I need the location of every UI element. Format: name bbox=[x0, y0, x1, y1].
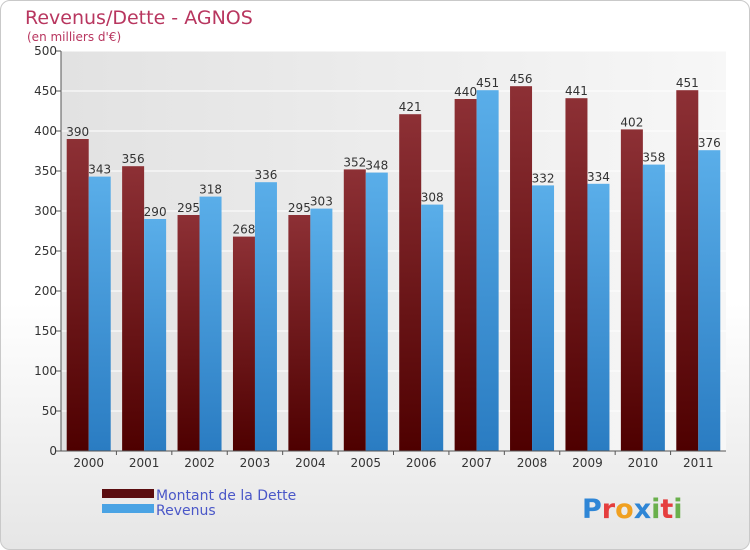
data-label: 390 bbox=[66, 125, 89, 139]
y-tick-label: 50 bbox=[42, 404, 57, 418]
y-tick-label: 0 bbox=[49, 444, 57, 458]
y-tick-label: 100 bbox=[34, 364, 57, 378]
bar-revenus bbox=[199, 196, 222, 451]
logo-letter: i bbox=[651, 494, 660, 525]
x-tick-label: 2008 bbox=[517, 456, 548, 470]
bars bbox=[66, 86, 721, 452]
chart-title: Revenus/Dette - AGNOS bbox=[25, 7, 253, 29]
bar-revenus bbox=[254, 182, 277, 451]
bar-revenus bbox=[365, 172, 388, 451]
y-tick-label: 450 bbox=[34, 84, 57, 98]
data-label: 376 bbox=[698, 136, 721, 150]
proxiti-logo: Proxiti bbox=[582, 494, 683, 525]
bar-dette bbox=[676, 90, 699, 451]
logo-text: Proxiti bbox=[582, 494, 683, 525]
bar-revenus bbox=[698, 150, 721, 451]
legend: Montant de la Dette Revenus bbox=[102, 488, 296, 519]
y-tick-label: 200 bbox=[34, 284, 57, 298]
bar-revenus bbox=[144, 219, 167, 451]
data-label: 451 bbox=[476, 76, 499, 90]
x-tick-label: 2004 bbox=[295, 456, 326, 470]
x-axis-ticks: 2000 2001 2002 2003 2004 2005 2006 2007 2008 2009… bbox=[73, 451, 714, 470]
bar-dette bbox=[66, 139, 89, 451]
legend-label-revenus: Revenus bbox=[156, 503, 216, 519]
logo-letter: i bbox=[673, 494, 682, 525]
x-tick-label: 2000 bbox=[73, 456, 104, 470]
bar-revenus bbox=[642, 164, 665, 451]
legend-swatch-revenus bbox=[102, 504, 154, 513]
x-tick-label: 2005 bbox=[351, 456, 382, 470]
data-label: 295 bbox=[288, 201, 311, 215]
x-tick-label: 2007 bbox=[461, 456, 492, 470]
y-tick-label: 500 bbox=[34, 44, 57, 58]
x-tick-label: 2002 bbox=[184, 456, 215, 470]
x-tick-label: 2001 bbox=[129, 456, 160, 470]
logo-letter: r bbox=[602, 494, 616, 525]
logo-letter: o bbox=[615, 494, 634, 525]
data-label: 440 bbox=[454, 85, 477, 99]
data-label: 308 bbox=[421, 191, 444, 205]
bar-dette bbox=[343, 169, 366, 451]
data-label: 318 bbox=[199, 183, 222, 197]
legend-label-debt: Montant de la Dette bbox=[156, 488, 296, 504]
bar-dette bbox=[288, 215, 311, 451]
bar-dette bbox=[177, 215, 200, 451]
bar-dette bbox=[122, 166, 145, 451]
bar-dette bbox=[399, 114, 422, 451]
bar-revenus bbox=[476, 90, 499, 451]
data-label: 358 bbox=[642, 151, 665, 165]
chart-subtitle: (en milliers d'€) bbox=[27, 30, 121, 44]
data-label: 334 bbox=[587, 170, 610, 184]
logo-letter: x bbox=[634, 494, 651, 525]
grid-lines bbox=[61, 50, 726, 412]
bar-dette bbox=[510, 86, 533, 451]
bar-revenus bbox=[532, 185, 555, 451]
bar-dette bbox=[454, 99, 477, 451]
x-tick-label: 2011 bbox=[683, 456, 714, 470]
bar-dette bbox=[232, 236, 255, 451]
legend-swatch-debt bbox=[102, 489, 154, 498]
bar-revenus bbox=[587, 183, 610, 452]
data-label: 332 bbox=[532, 171, 555, 185]
data-label: 352 bbox=[343, 155, 366, 169]
data-label: 451 bbox=[676, 76, 699, 90]
y-tick-label: 150 bbox=[34, 324, 57, 338]
data-label: 348 bbox=[365, 159, 388, 173]
data-label: 441 bbox=[565, 84, 588, 98]
bar-dette bbox=[620, 129, 643, 451]
data-label: 290 bbox=[144, 205, 167, 219]
data-label: 456 bbox=[510, 72, 533, 86]
data-label: 268 bbox=[233, 223, 256, 237]
x-tick-label: 2006 bbox=[406, 456, 437, 470]
data-label: 295 bbox=[177, 201, 200, 215]
logo-letter: t bbox=[660, 494, 673, 525]
y-tick-label: 350 bbox=[34, 164, 57, 178]
data-label: 343 bbox=[88, 163, 111, 177]
x-tick-label: 2009 bbox=[572, 456, 603, 470]
data-label: 421 bbox=[399, 100, 422, 114]
bar-revenus bbox=[310, 208, 333, 451]
data-label: 402 bbox=[620, 115, 643, 129]
bar-dette bbox=[565, 98, 588, 451]
y-axis-ticks: 0 50 100 150 200 250 300 350 400 450 500 bbox=[34, 44, 61, 458]
x-tick-label: 2003 bbox=[240, 456, 271, 470]
bar-revenus bbox=[421, 204, 444, 451]
y-tick-label: 400 bbox=[34, 124, 57, 138]
bar-revenus bbox=[88, 176, 111, 451]
data-label: 356 bbox=[122, 152, 145, 166]
y-tick-label: 250 bbox=[34, 244, 57, 258]
logo-letter: P bbox=[582, 494, 602, 525]
y-tick-label: 300 bbox=[34, 204, 57, 218]
data-label: 303 bbox=[310, 195, 333, 209]
x-tick-label: 2010 bbox=[628, 456, 659, 470]
data-label: 336 bbox=[255, 168, 278, 182]
